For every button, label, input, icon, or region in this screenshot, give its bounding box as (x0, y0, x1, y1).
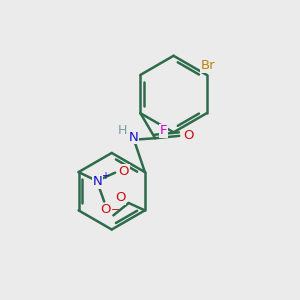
Text: N: N (129, 131, 139, 144)
Text: F: F (160, 124, 167, 137)
Text: O: O (183, 129, 194, 142)
Text: +: + (101, 171, 109, 181)
Text: O: O (119, 165, 129, 178)
Text: Br: Br (201, 59, 215, 72)
Text: H: H (118, 124, 128, 137)
Text: O: O (115, 191, 126, 204)
Text: −: − (111, 205, 120, 215)
Text: N: N (92, 175, 102, 188)
Text: O: O (100, 203, 111, 216)
